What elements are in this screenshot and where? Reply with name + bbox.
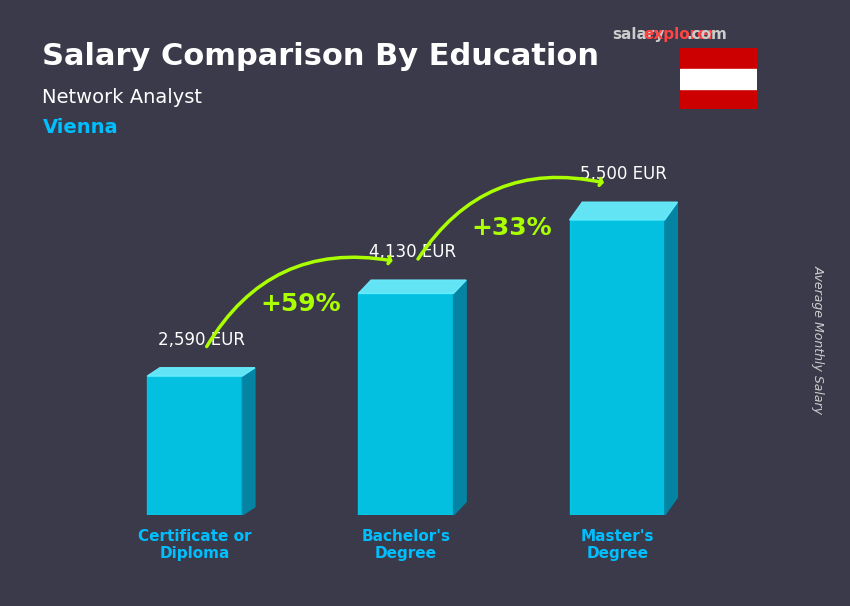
Text: +33%: +33% bbox=[471, 216, 552, 240]
Text: 5,500 EUR: 5,500 EUR bbox=[580, 165, 667, 184]
Text: Salary Comparison By Education: Salary Comparison By Education bbox=[42, 42, 599, 72]
Text: explorer: explorer bbox=[643, 27, 716, 42]
Text: salary: salary bbox=[612, 27, 665, 42]
Text: .com: .com bbox=[687, 27, 728, 42]
Polygon shape bbox=[665, 202, 677, 515]
Bar bbox=[570, 220, 665, 515]
Polygon shape bbox=[570, 202, 677, 220]
Text: 4,130 EUR: 4,130 EUR bbox=[369, 244, 456, 261]
Polygon shape bbox=[242, 368, 255, 515]
Polygon shape bbox=[453, 280, 466, 515]
Bar bbox=[359, 293, 453, 515]
Text: 2,590 EUR: 2,590 EUR bbox=[157, 331, 245, 349]
Text: Average Monthly Salary: Average Monthly Salary bbox=[812, 265, 824, 414]
Text: Vienna: Vienna bbox=[42, 118, 118, 137]
Bar bbox=[147, 376, 242, 515]
Polygon shape bbox=[359, 280, 466, 293]
Bar bbox=[680, 68, 756, 88]
Polygon shape bbox=[147, 368, 255, 376]
Text: Network Analyst: Network Analyst bbox=[42, 88, 202, 107]
Text: +59%: +59% bbox=[260, 292, 341, 316]
